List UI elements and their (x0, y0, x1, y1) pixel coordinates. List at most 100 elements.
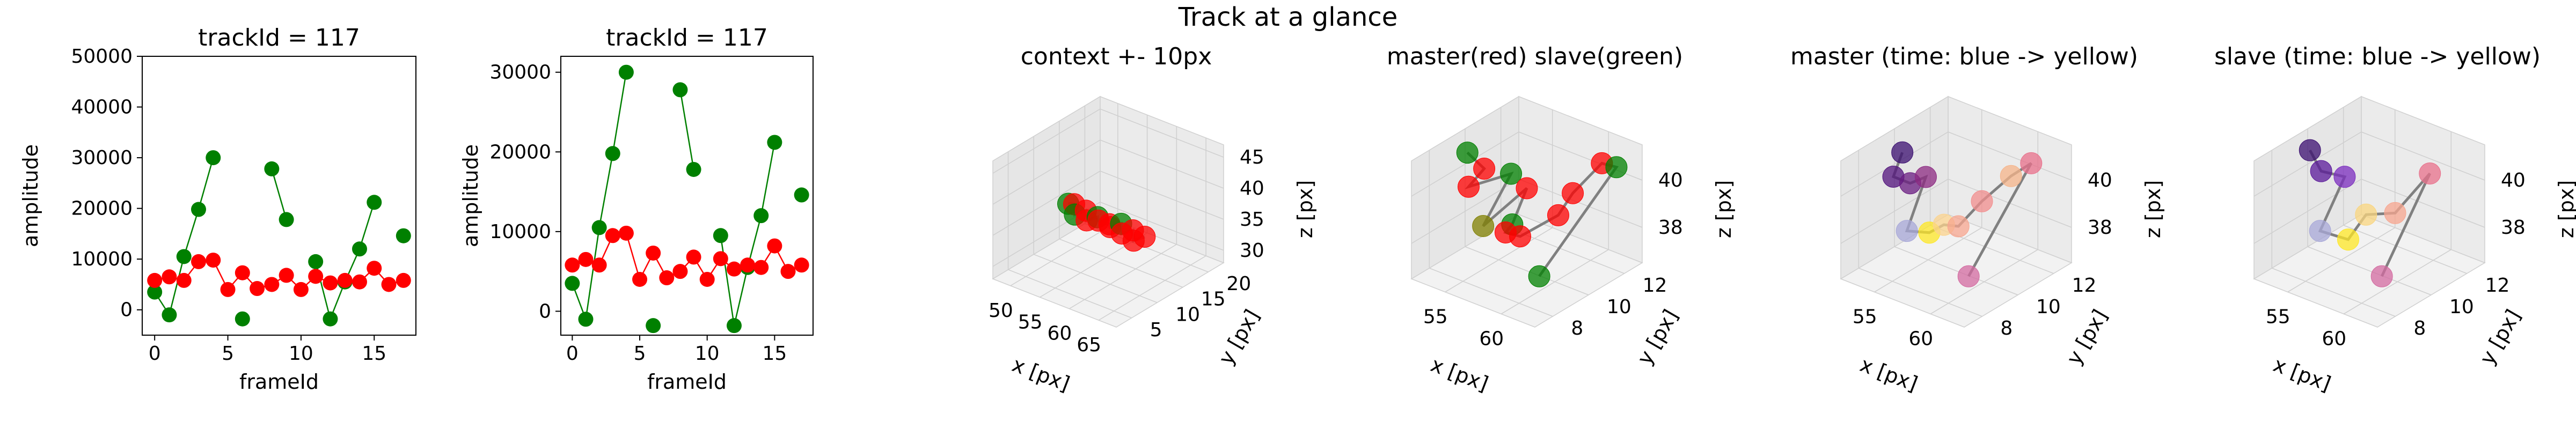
y-axis-label: amplitude (19, 144, 42, 247)
data-point (1473, 157, 1496, 180)
grid-line (1465, 246, 1589, 295)
x-tick-label: 60 (1908, 328, 1933, 350)
data-point (352, 241, 367, 257)
data-point (1562, 182, 1584, 204)
grid-line (992, 108, 1101, 174)
grid-line (1008, 269, 1132, 319)
data-point (367, 195, 382, 210)
data-point (264, 277, 280, 292)
data-point (206, 253, 221, 268)
data-point (2299, 139, 2321, 161)
data-point (618, 225, 634, 241)
y-tick-label: 8 (1571, 317, 1583, 339)
x-tick-label: 60 (1479, 328, 1504, 350)
x-tick-label: 10 (695, 343, 720, 365)
x-axis-label: frameId (647, 370, 727, 394)
data-point (780, 264, 796, 279)
grid-line (1069, 244, 1177, 309)
data-point (1472, 215, 1495, 238)
data-point (767, 135, 782, 150)
x-tick-label: 60 (2322, 328, 2346, 350)
data-point (1500, 162, 1523, 185)
data-point (632, 272, 648, 287)
z-axis-label: z [px] (2141, 180, 2165, 238)
chart-panel-2: 0 5 10 15 0 10000 20000 30000 trackId = 117 frame… (459, 24, 814, 394)
grid-line (2361, 179, 2485, 228)
data-point (646, 318, 661, 334)
y-tick-label: 20 (1226, 273, 1251, 295)
grid-line (1100, 139, 1224, 189)
grid-line (1948, 131, 2072, 181)
chart-title: context +- 10px (1021, 43, 1212, 70)
data-point (699, 272, 715, 287)
grid-line (1100, 202, 1224, 251)
data-point (794, 257, 809, 273)
data-point (1957, 265, 1980, 287)
series-2 (565, 225, 809, 287)
grid-line (1059, 239, 1183, 288)
grid-line (1840, 131, 1949, 197)
data-point (2419, 162, 2441, 185)
grid-line (2307, 246, 2432, 295)
data-point (794, 187, 809, 203)
data-point (162, 269, 177, 285)
z-tick-label: 35 (1240, 209, 1264, 231)
data-point (1605, 156, 1628, 179)
y-tick-label: 15 (1201, 289, 1226, 310)
data-point (191, 202, 206, 217)
data-point (578, 312, 594, 327)
data-point (686, 161, 701, 177)
data-point (2355, 203, 2377, 226)
data-point (235, 265, 250, 280)
x-tick-label: 60 (1047, 323, 1072, 345)
y-tick-label: 30000 (71, 147, 133, 169)
grid-line (992, 171, 1101, 236)
grid-line (1100, 108, 1224, 158)
data-point (1509, 225, 1532, 248)
data-point (235, 311, 250, 327)
x-tick-label: 50 (989, 300, 1013, 322)
data-point (726, 261, 742, 277)
data-point (713, 251, 728, 267)
data-point (2310, 160, 2332, 182)
grid-line (1429, 268, 1553, 317)
y-tick-label: 8 (2000, 317, 2012, 339)
data-point (565, 257, 580, 273)
x-tick-label: 0 (149, 343, 161, 365)
data-point (578, 252, 594, 267)
grid-line (1894, 246, 2018, 295)
data-point (753, 208, 769, 224)
y-tick-label: 40000 (71, 97, 133, 119)
series-1 (147, 150, 411, 327)
grid-line (2272, 268, 2396, 317)
data-point (396, 272, 411, 288)
grid-line (2253, 131, 2362, 197)
data-point (352, 274, 367, 290)
data-point (147, 284, 163, 300)
y-tick-label: 5 (1150, 319, 1162, 341)
plot-frame (142, 56, 416, 336)
y-tick-label: 10 (2449, 296, 2474, 318)
data-point (250, 281, 265, 297)
y-tick-label: 0 (539, 300, 551, 322)
grid-line (1033, 254, 1158, 303)
y-tick-label: 0 (120, 299, 133, 321)
data-point (1971, 190, 1993, 212)
data-point (2333, 166, 2356, 188)
data-point (1528, 265, 1550, 287)
data-point (659, 270, 675, 286)
chart-title: trackId = 117 (198, 24, 360, 51)
data-point (396, 228, 411, 243)
y-tick-label: 12 (2485, 275, 2510, 297)
z-axis-label: z [px] (2555, 180, 2576, 238)
data-point (686, 249, 701, 265)
y-axis-label: amplitude (459, 144, 482, 247)
data-point (740, 257, 756, 273)
z-tick-label: 40 (1240, 177, 1264, 199)
data-point (753, 260, 769, 275)
grid-line (1100, 171, 1224, 220)
data-point (323, 275, 338, 291)
data-point (672, 82, 688, 98)
x-tick-label: 55 (2266, 306, 2290, 328)
x-tick-label: 65 (1077, 334, 1101, 356)
